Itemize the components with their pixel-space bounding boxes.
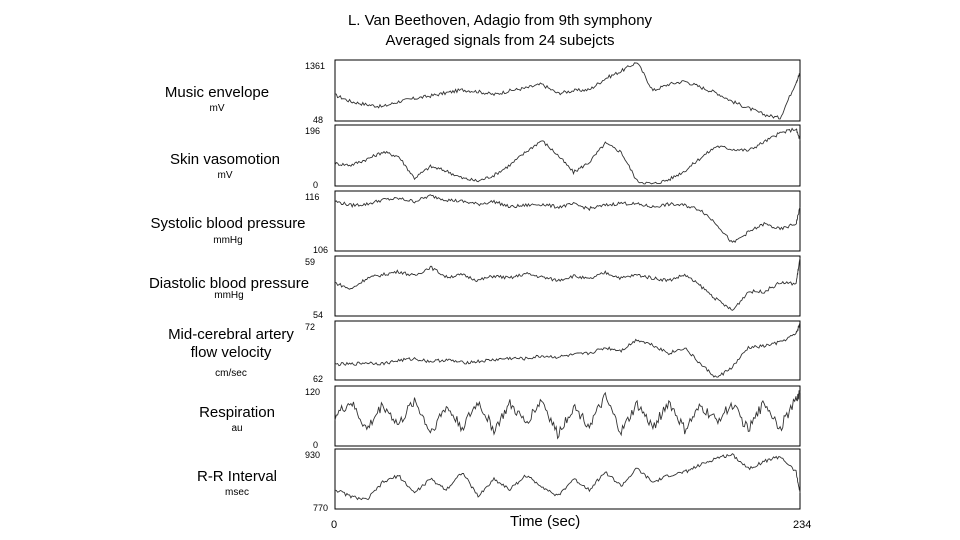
y-tick-min-1: 0 xyxy=(313,180,319,190)
series-line-6 xyxy=(334,453,801,501)
series-line-0 xyxy=(334,62,801,120)
y-tick-min-4: 62 xyxy=(313,374,324,384)
y-tick-max-3: 59 xyxy=(305,257,316,267)
panel-unit-2: mmHg xyxy=(213,235,243,246)
panel-label-5: Respiration xyxy=(199,404,275,421)
panel-label-4: Mid-cerebral artery flow velocity xyxy=(168,326,294,361)
x-axis-label: Time (sec) xyxy=(510,513,581,530)
panel-label-3: Diastolic blood pressure xyxy=(148,275,310,292)
panel-label-2: Systolic blood pressure xyxy=(150,215,306,232)
series-line-5 xyxy=(334,390,801,440)
panel-frame-6 xyxy=(334,448,801,510)
panel-unit-5: au xyxy=(231,423,243,434)
y-tick-min-5: 0 xyxy=(313,440,319,450)
y-tick-min-2: 106 xyxy=(313,245,329,255)
panel-label-1: Skin vasomotion xyxy=(169,151,281,168)
panel-frame-2 xyxy=(334,190,801,252)
y-tick-max-5: 120 xyxy=(305,387,321,397)
y-tick-min-6: 770 xyxy=(313,503,329,513)
y-tick-max-6: 930 xyxy=(305,450,321,460)
x-tick-max: 234 xyxy=(793,519,812,531)
panel-frame-4 xyxy=(334,320,801,381)
y-tick-max-4: 72 xyxy=(305,322,316,332)
series-line-3 xyxy=(334,257,801,311)
series-line-4 xyxy=(334,322,801,378)
panel-unit-6: msec xyxy=(225,487,249,498)
y-tick-max-1: 196 xyxy=(305,126,321,136)
panel-unit-0: mV xyxy=(209,103,225,114)
panel-frame-1 xyxy=(334,124,801,187)
y-tick-min-0: 48 xyxy=(313,115,324,125)
panel-unit-3: mmHg xyxy=(214,290,244,301)
panel-frame-5 xyxy=(334,385,801,447)
y-tick-min-3: 54 xyxy=(313,310,324,320)
chart-subtitle: Averaged signals from 24 subejcts xyxy=(385,32,615,49)
series-line-1 xyxy=(334,127,801,185)
panel-frame-3 xyxy=(334,255,801,317)
chart-title: L. Van Beethoven, Adagio from 9th sympho… xyxy=(347,12,653,29)
panel-label-6: R-R Interval xyxy=(196,468,278,485)
series-line-2 xyxy=(334,194,801,243)
x-tick-min: 0 xyxy=(331,519,338,531)
panel-unit-1: mV xyxy=(217,170,233,181)
y-tick-max-0: 1361 xyxy=(305,61,326,71)
panel-frame-0 xyxy=(334,59,801,122)
y-tick-max-2: 116 xyxy=(305,192,320,202)
panel-label-0: Music envelope xyxy=(164,84,270,101)
panel-unit-4: cm/sec xyxy=(215,368,247,379)
